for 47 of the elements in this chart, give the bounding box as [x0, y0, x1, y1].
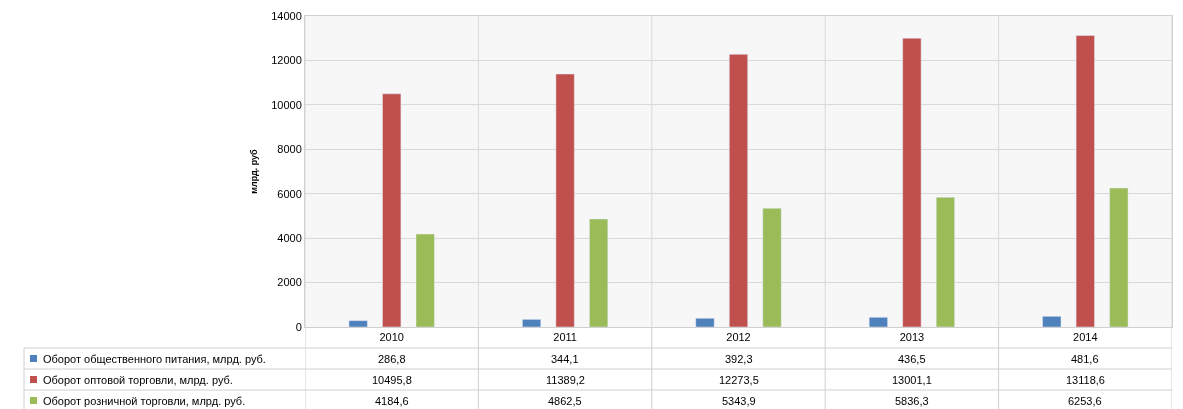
y-tick-label: 2000	[277, 276, 302, 289]
legend-label: Оборот оптовой торговли, млрд. руб.	[43, 374, 233, 386]
data-label: 344,1	[551, 353, 579, 365]
y-tick-label: 4000	[277, 231, 302, 244]
y-tick-label: 10000	[271, 98, 302, 111]
data-label: 6253,6	[1068, 395, 1102, 407]
data-label: 12273,5	[719, 374, 759, 386]
x-tick-label: 2013	[899, 331, 925, 344]
data-label: 481,6	[1071, 353, 1099, 365]
y-tick-label: 8000	[277, 143, 302, 156]
y-tick-label: 0	[295, 320, 302, 333]
data-label: 13118,6	[1066, 374, 1105, 386]
data-label: 13001,1	[892, 374, 932, 386]
data-label: 5836,3	[895, 395, 929, 407]
bar	[935, 197, 955, 327]
bar	[382, 93, 402, 327]
data-label: 392,3	[725, 353, 753, 365]
bar	[522, 319, 542, 327]
data-label: 286,8	[378, 353, 406, 365]
data-label: 11389,2	[546, 374, 585, 386]
y-tick-label: 14000	[271, 9, 302, 22]
bar	[1042, 316, 1062, 327]
bar	[868, 317, 888, 327]
bar	[695, 318, 715, 327]
data-label: 4184,6	[375, 395, 409, 407]
data-label: 4862,5	[548, 395, 582, 407]
x-tick-label: 2010	[379, 331, 404, 344]
y-axis-title: млрд. руб	[248, 148, 259, 194]
bar	[1109, 187, 1129, 327]
data-label: 436,5	[898, 353, 926, 365]
data-label: 10495,8	[372, 374, 412, 386]
bar	[348, 320, 368, 327]
bar	[415, 233, 435, 327]
bar	[589, 218, 609, 327]
y-tick-label: 6000	[277, 187, 302, 200]
x-tick-label: 2014	[1073, 331, 1098, 344]
legend-label: Оборот общественного питания, млрд. руб.	[43, 353, 266, 365]
legend-label: Оборот розничной торговли, млрд. руб.	[43, 395, 246, 407]
bar	[555, 73, 575, 327]
bar	[762, 208, 782, 327]
y-tick-label: 12000	[271, 54, 302, 67]
data-label: 5343,9	[722, 395, 756, 407]
bar	[1075, 35, 1095, 327]
x-tick-label: 2011	[553, 331, 577, 344]
bar	[729, 54, 748, 327]
bar	[902, 37, 922, 327]
x-tick-label: 2012	[726, 331, 751, 344]
